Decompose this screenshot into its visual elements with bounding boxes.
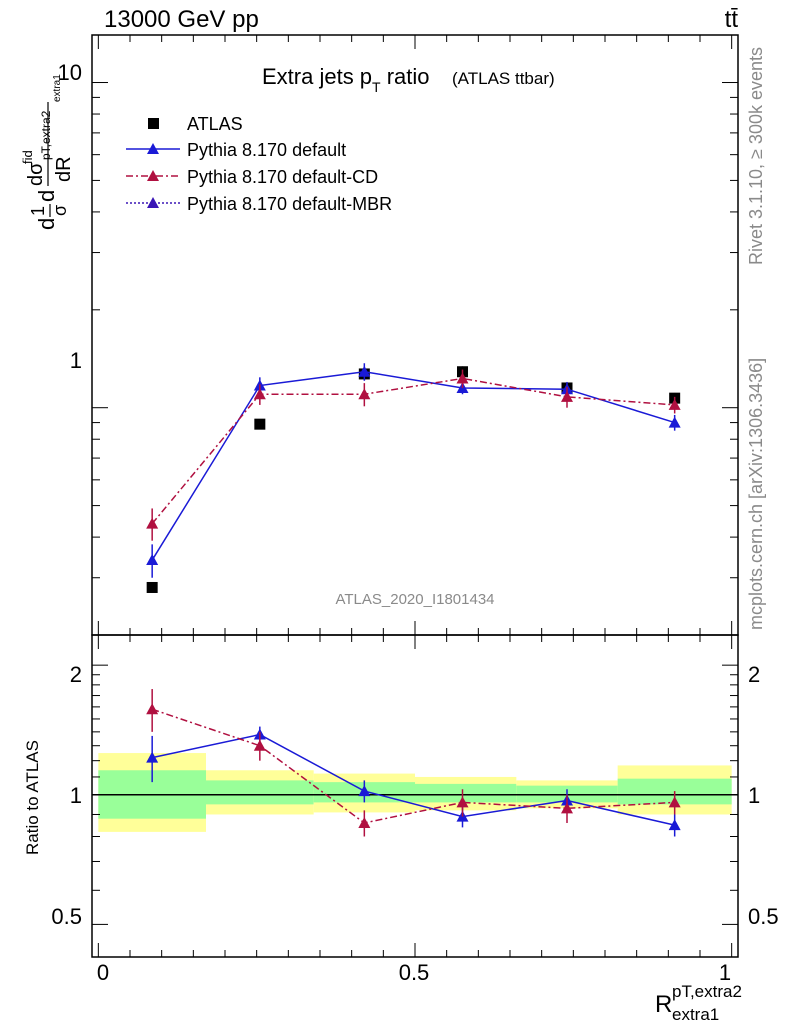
main-ylabel-num: dσ	[25, 162, 47, 186]
data-point-triangle	[456, 372, 469, 384]
series-line	[151, 377, 675, 525]
main-panel: 1 10 Extra jets pT ratio (ATLAS ttbar) A…	[20, 34, 739, 636]
ratio-data-point	[358, 816, 371, 828]
series-2	[146, 369, 681, 541]
main-series	[146, 363, 681, 593]
chart-title: Extra jets pT ratio	[262, 64, 430, 95]
ratio-data-point	[668, 796, 681, 808]
ratio-panel: 0.5 1 2 0.5 1 2 0 0.5 1 Ratio to ATLAS R…	[23, 634, 779, 1024]
ratio-series	[146, 689, 681, 837]
xtick-label-1: 1	[719, 960, 731, 985]
data-point-triangle	[668, 416, 681, 428]
ratio-series-line	[152, 733, 675, 826]
rivet-label: Rivet 3.1.10, ≥ 300k events	[746, 47, 766, 265]
legend-label-mbr: Pythia 8.170 default-MBR	[187, 194, 392, 214]
ratio-bands	[92, 753, 738, 832]
xlabel: R pT,extra2 extra1	[655, 982, 742, 1024]
main-ylabel-den: dR	[53, 156, 75, 182]
header-left-label: 13000 GeV pp	[104, 6, 259, 33]
ratio-data-point	[561, 802, 573, 814]
ratio-ytick-label-0.5: 0.5	[51, 904, 82, 929]
data-point-triangle	[146, 517, 159, 529]
main-ylabel: d 1 σ d dσ fid pT,extra2 extra1 dR	[20, 74, 75, 230]
legend-marker-mbr	[147, 197, 159, 208]
series-line	[151, 370, 675, 561]
header-right-label: tt̄	[725, 6, 739, 33]
chart-title-note: (ATLAS ttbar)	[452, 69, 555, 88]
ratio-data-point	[253, 739, 266, 751]
data-point-triangle	[358, 365, 371, 377]
ratio-data-point	[146, 703, 159, 715]
ratio-ytick-label-1: 1	[70, 783, 82, 808]
chart-title-main: Extra jets p	[262, 64, 372, 89]
main-ytick-label-1: 1	[70, 348, 82, 373]
analysis-watermark: ATLAS_2020_I1801434	[335, 591, 494, 608]
xtick-label-0: 0	[97, 960, 109, 985]
ratio-band-green	[206, 780, 314, 805]
main-ylabel-frac1-num: 1	[28, 206, 48, 216]
legend-marker-default	[147, 143, 159, 154]
ratio-ytick-label-right-0.5: 0.5	[748, 904, 779, 929]
ratio-ytick-label-right-2: 2	[748, 662, 760, 687]
legend-label-default: Pythia 8.170 default	[187, 140, 346, 160]
chart-title-tail: ratio	[381, 64, 430, 89]
data-point-triangle	[668, 398, 681, 410]
main-ylabel-ptextra: pT,extra2	[39, 110, 53, 160]
xlabel-sup: pT,extra2	[672, 982, 742, 1001]
data-point-square	[146, 581, 158, 593]
legend-marker-atlas	[148, 118, 159, 129]
ratio-data-point	[358, 785, 371, 797]
main-ylabel-frac1-den: σ	[50, 205, 70, 216]
chart-title-sub: T	[372, 79, 381, 95]
ratio-data-point	[456, 796, 469, 808]
ratio-ylabel: Ratio to ATLAS	[23, 740, 42, 855]
ratio-band-green	[415, 783, 517, 803]
legend-label-atlas: ATLAS	[187, 114, 243, 134]
legend: ATLAS Pythia 8.170 default Pythia 8.170 …	[126, 114, 392, 214]
main-ylabel-extra1: extra1	[52, 74, 63, 102]
mcplots-label: mcplots.cern.ch [arXiv:1306.3436]	[746, 358, 766, 630]
main-ticks	[92, 35, 738, 636]
data-point-triangle	[358, 388, 371, 400]
ratio-ytick-label-2: 2	[70, 662, 82, 687]
xtick-label-0.5: 0.5	[399, 960, 430, 985]
xlabel-main: R	[655, 991, 672, 1018]
data-point-triangle	[561, 390, 573, 402]
main-ylabel-fid: fid	[20, 150, 35, 164]
legend-marker-cd	[147, 170, 159, 181]
ratio-ytick-label-right-1: 1	[748, 783, 760, 808]
data-point-triangle	[146, 554, 159, 566]
data-point-square	[254, 418, 266, 430]
legend-label-cd: Pythia 8.170 default-CD	[187, 167, 378, 187]
main-ylabel-d: d	[34, 218, 59, 230]
main-ylabel-d2: d	[34, 190, 59, 202]
data-point-triangle	[253, 388, 266, 400]
ratio-series-1	[146, 689, 681, 837]
ratio-data-point	[668, 819, 681, 831]
ratio-series-line	[151, 708, 675, 824]
xlabel-sub: extra1	[672, 1005, 719, 1024]
ratio-ticks	[92, 635, 738, 957]
series-1	[146, 363, 681, 578]
ratio-data-point	[146, 751, 159, 763]
main-ytick-label-10: 10	[58, 60, 82, 85]
